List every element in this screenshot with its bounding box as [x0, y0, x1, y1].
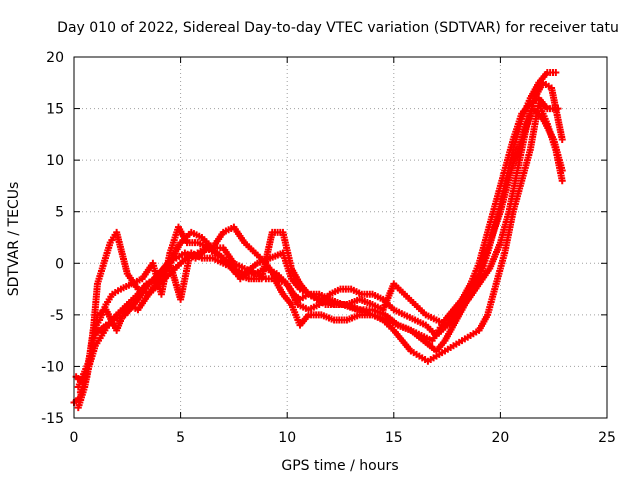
y-axis-label: SDTVAR / TECUs: [6, 182, 22, 297]
y-tick-label: 0: [55, 256, 64, 272]
data-point: [558, 136, 566, 144]
x-tick-label: 10: [278, 430, 296, 446]
x-tick-label: 20: [491, 430, 509, 446]
data-point: [558, 177, 566, 185]
y-tick-label: 5: [55, 205, 64, 221]
series-5: [74, 99, 566, 412]
x-tick-label: 0: [70, 430, 79, 446]
x-tick-label: 15: [385, 430, 403, 446]
x-axis-label: GPS time / hours: [281, 458, 398, 474]
plot-frame: [73, 56, 608, 419]
grid-lines: [74, 57, 607, 418]
chart-title: Day 010 of 2022, Sidereal Day-to-day VTE…: [57, 20, 619, 36]
y-tick-label: 15: [46, 102, 64, 118]
axis-ticks: 0 5 10 15 20 25 -15 -10 -5 0 5 10 15 20: [41, 50, 616, 446]
data-point: [552, 68, 560, 76]
y-tick-label: 20: [46, 50, 64, 66]
y-tick-label: -10: [41, 359, 64, 375]
x-tick-label: 25: [598, 430, 616, 446]
series-3: [72, 105, 566, 386]
y-tick-label: -15: [41, 411, 64, 427]
data-marks: [70, 68, 566, 412]
y-tick-label: 10: [46, 153, 64, 169]
x-tick-label: 5: [176, 430, 185, 446]
y-tick-label: -5: [50, 308, 64, 324]
